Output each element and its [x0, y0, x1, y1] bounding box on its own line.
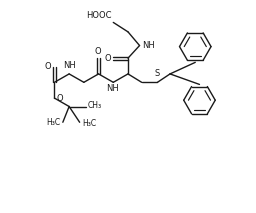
Text: O: O — [94, 47, 101, 56]
Text: S: S — [155, 69, 160, 78]
Text: NH: NH — [106, 84, 119, 94]
Text: O: O — [45, 62, 51, 71]
Text: NH: NH — [63, 61, 76, 70]
Text: HOOC: HOOC — [86, 11, 111, 20]
Text: H₃C: H₃C — [46, 118, 60, 127]
Text: H₃C: H₃C — [82, 119, 96, 128]
Text: CH₃: CH₃ — [88, 101, 102, 110]
Text: O: O — [57, 94, 63, 103]
Text: O: O — [104, 54, 111, 63]
Text: NH: NH — [142, 41, 155, 50]
